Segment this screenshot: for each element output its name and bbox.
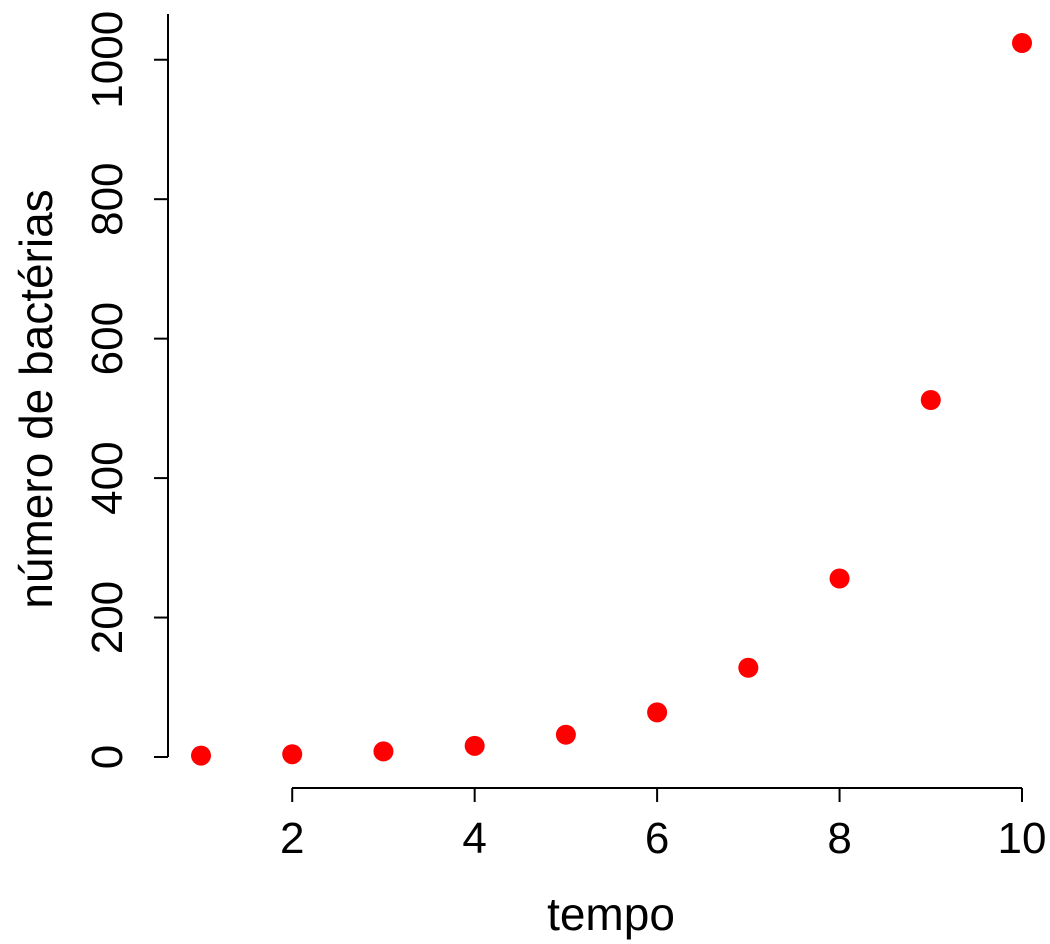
- y-tick-label: 0: [83, 745, 132, 769]
- data-point: [464, 735, 485, 756]
- data-point: [191, 745, 211, 766]
- y-tick-label: 600: [83, 302, 132, 375]
- x-tick-label: 10: [998, 814, 1047, 863]
- x-axis-ticks: 2 4 6 8 10: [280, 788, 1046, 863]
- data-point: [1012, 33, 1032, 53]
- y-axis-title: número de bactérias: [10, 189, 62, 608]
- y-tick-label: 400: [83, 441, 132, 514]
- data-points: [191, 33, 1032, 766]
- data-point: [282, 744, 303, 765]
- data-point: [373, 741, 394, 762]
- x-tick-label: 8: [827, 814, 851, 863]
- y-tick-label: 200: [83, 581, 132, 654]
- data-point: [738, 657, 759, 678]
- x-tick-label: 6: [645, 814, 669, 863]
- axes: [167, 14, 1022, 789]
- data-point: [647, 702, 668, 723]
- x-tick-label: 2: [280, 814, 304, 863]
- data-point: [555, 724, 576, 745]
- x-axis-title: tempo: [547, 888, 675, 940]
- y-axis-ticks: 0 200 400 600 800 1000: [83, 11, 168, 769]
- data-point: [829, 568, 850, 589]
- y-tick-label: 1000: [83, 11, 132, 109]
- x-tick-label: 4: [462, 814, 486, 863]
- data-point: [920, 390, 941, 410]
- y-tick-label: 800: [83, 162, 132, 235]
